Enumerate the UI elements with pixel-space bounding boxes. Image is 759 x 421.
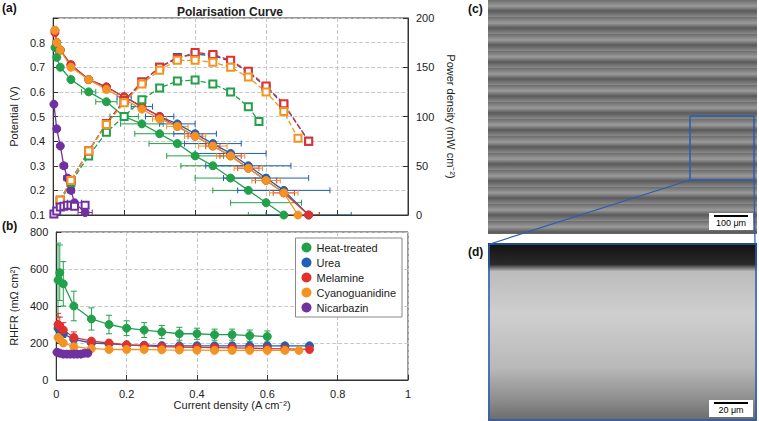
svg-text:200: 200 bbox=[416, 12, 434, 24]
svg-text:0.4: 0.4 bbox=[189, 388, 204, 400]
svg-text:400: 400 bbox=[30, 300, 48, 312]
svg-text:800: 800 bbox=[30, 226, 48, 238]
svg-text:Heat-treated: Heat-treated bbox=[316, 242, 377, 254]
html-text:(c): (c) bbox=[468, 2, 483, 16]
svg-text:0.8: 0.8 bbox=[30, 37, 45, 49]
svg-text:Current density (A cm⁻²): Current density (A cm⁻²) bbox=[174, 399, 291, 411]
svg-text:RHFR (mΩ cm²): RHFR (mΩ cm²) bbox=[8, 266, 20, 346]
svg-text:Polarisation Curve: Polarisation Curve bbox=[177, 5, 283, 19]
html-text:100 μm: 100 μm bbox=[715, 218, 747, 228]
svg-text:0.4: 0.4 bbox=[30, 135, 45, 147]
html-text:20 μm: 20 μm bbox=[718, 405, 744, 415]
svg-text:Power density (mW cm⁻²): Power density (mW cm⁻²) bbox=[445, 54, 457, 178]
svg-text:0: 0 bbox=[42, 374, 48, 386]
svg-text:200: 200 bbox=[30, 337, 48, 349]
svg-text:0.2: 0.2 bbox=[30, 184, 45, 196]
svg-text:1: 1 bbox=[405, 388, 411, 400]
svg-text:(a): (a) bbox=[2, 1, 17, 15]
svg-text:Cyanoguanidine: Cyanoguanidine bbox=[316, 287, 396, 299]
svg-text:Nicarbazin: Nicarbazin bbox=[316, 302, 368, 314]
svg-text:0: 0 bbox=[53, 388, 59, 400]
svg-text:50: 50 bbox=[416, 160, 428, 172]
svg-text:0.7: 0.7 bbox=[30, 61, 45, 73]
svg-text:0.3: 0.3 bbox=[30, 160, 45, 172]
svg-text:Potential (V): Potential (V) bbox=[8, 86, 20, 147]
html-text:(d): (d) bbox=[468, 245, 484, 259]
svg-text:0: 0 bbox=[416, 209, 422, 221]
svg-text:0.8: 0.8 bbox=[330, 388, 345, 400]
svg-text:0.6: 0.6 bbox=[30, 86, 45, 98]
svg-text:0.2: 0.2 bbox=[119, 388, 134, 400]
svg-text:0.5: 0.5 bbox=[30, 111, 45, 123]
svg-text:Melamine: Melamine bbox=[316, 272, 364, 284]
svg-text:(b): (b) bbox=[2, 219, 17, 233]
svg-text:100: 100 bbox=[416, 111, 434, 123]
svg-text:600: 600 bbox=[30, 263, 48, 275]
svg-text:0.1: 0.1 bbox=[30, 209, 45, 221]
svg-text:150: 150 bbox=[416, 61, 434, 73]
svg-text:0.6: 0.6 bbox=[260, 388, 275, 400]
svg-text:Urea: Urea bbox=[316, 257, 341, 269]
